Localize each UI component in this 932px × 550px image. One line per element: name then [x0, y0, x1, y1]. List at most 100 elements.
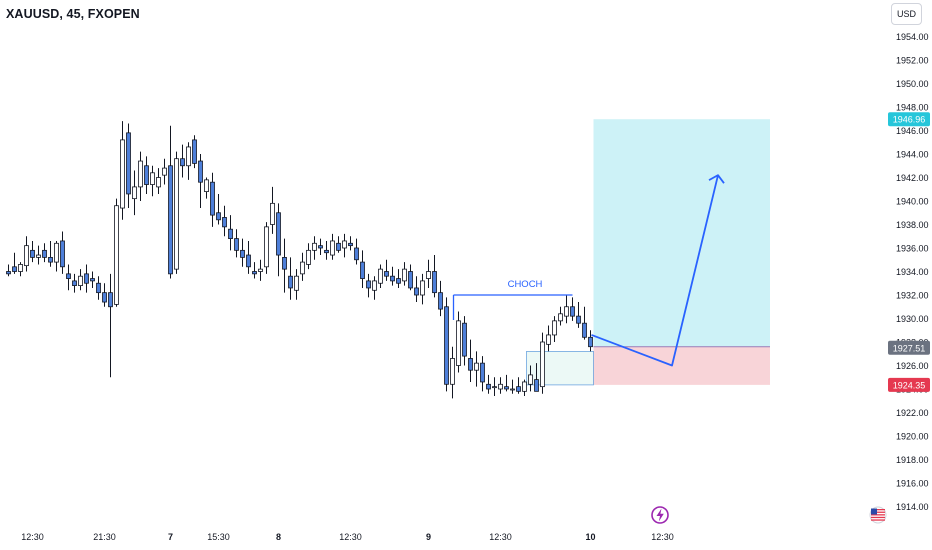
candle [114, 198, 119, 307]
candle [144, 156, 149, 194]
candle [36, 245, 41, 265]
candle-body [312, 242, 317, 251]
candle-body [570, 306, 575, 317]
candle [420, 273, 425, 305]
candle-body [204, 179, 209, 193]
candle [306, 243, 311, 270]
candle [72, 273, 77, 293]
candle [120, 121, 125, 220]
candle [168, 125, 173, 279]
candle [180, 144, 185, 178]
candle-body [288, 275, 293, 289]
candle [510, 379, 515, 394]
candle-body [258, 268, 263, 272]
candle [78, 269, 83, 291]
candle-body [114, 205, 119, 305]
candle-body [228, 228, 233, 239]
candle [300, 252, 305, 281]
candle [222, 205, 227, 237]
choch-label: CHOCH [508, 279, 543, 290]
candle [438, 280, 443, 317]
flag-stripe [871, 519, 885, 521]
y-tick-label: 1918.00 [896, 455, 929, 465]
candle [210, 172, 215, 227]
flag-stripe [871, 511, 885, 513]
candle [546, 325, 551, 352]
us-flag-icon[interactable] [869, 506, 887, 524]
y-tick-label: 1950.00 [896, 79, 929, 89]
candle-body [480, 362, 485, 383]
candle-body [348, 242, 353, 247]
y-tick-label: 1932.00 [896, 291, 929, 301]
currency-button[interactable]: USD [891, 3, 922, 25]
candle-body [504, 386, 509, 390]
candle [432, 255, 437, 298]
y-tick-label: 1920.00 [896, 432, 929, 442]
candle-body [120, 139, 125, 209]
candle [462, 316, 467, 366]
candle [354, 238, 359, 265]
candle-body [528, 374, 533, 385]
candle-body [306, 249, 311, 265]
candle [366, 273, 371, 298]
candle [282, 238, 287, 293]
flag-stripe [871, 509, 885, 511]
candle-body [444, 306, 449, 385]
y-tick-label: 1946.00 [896, 126, 929, 136]
candle-body [330, 240, 335, 256]
candle-body [60, 240, 65, 268]
candle [12, 252, 17, 274]
candle-body [354, 247, 359, 261]
candle [342, 233, 347, 258]
candle-body [516, 386, 521, 392]
candle-body [162, 167, 167, 176]
candle [450, 346, 455, 399]
lightning-icon[interactable] [651, 506, 669, 524]
x-tick-label: 8 [276, 532, 281, 542]
candle [216, 193, 221, 225]
candle-body [222, 217, 227, 228]
y-tick-label: 1942.00 [896, 173, 929, 183]
y-tick-label: 1926.00 [896, 361, 929, 371]
candle-body [294, 275, 299, 291]
candle-body [42, 249, 47, 258]
candle-body [564, 306, 569, 317]
y-tick-label: 1944.00 [896, 150, 929, 160]
stop-price-tag: 1924.35 [893, 380, 926, 390]
candle-body [252, 271, 257, 275]
candle-body [498, 383, 503, 390]
candle [18, 262, 23, 277]
candle [156, 168, 161, 194]
candle-body [90, 278, 95, 282]
candle [474, 351, 479, 387]
candle [564, 295, 569, 324]
candle [540, 332, 545, 394]
candle-body [84, 273, 89, 284]
candle [312, 236, 317, 260]
candle-body [540, 341, 545, 388]
y-tick-label: 1954.00 [896, 32, 929, 42]
candle [582, 306, 587, 340]
flag-canton [871, 508, 877, 515]
x-tick-label: 9 [426, 532, 431, 542]
candle [372, 276, 377, 300]
candle [252, 262, 257, 279]
candle [54, 240, 59, 272]
lightning-bolt [656, 508, 664, 522]
candle [240, 238, 245, 267]
candle-body [576, 315, 581, 324]
candle [276, 203, 281, 277]
candle-body [144, 165, 149, 185]
candle-body [420, 280, 425, 296]
candle-body [240, 249, 245, 258]
candle [60, 231, 65, 274]
candle-body [342, 240, 347, 249]
y-tick-label: 1930.00 [896, 314, 929, 324]
candle [138, 151, 143, 201]
candle [30, 240, 35, 263]
candle [492, 377, 497, 397]
candle-body [318, 245, 323, 249]
candle-body [492, 386, 497, 389]
candle-body [6, 271, 11, 275]
candle-body [366, 280, 371, 289]
